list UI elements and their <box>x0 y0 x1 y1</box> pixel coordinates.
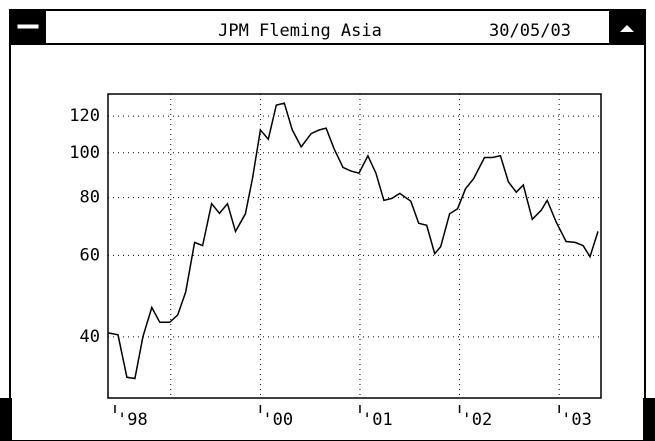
plot: 40 60 80 100 120 '98 '00 '01 '02 '03 <box>69 93 602 430</box>
x-tick-label: '00 <box>262 410 293 430</box>
data-line <box>107 102 599 380</box>
x-tick-label: '98 <box>117 410 148 430</box>
y-tick-label: 60 <box>80 245 100 265</box>
x-tick-label: '01 <box>362 410 393 430</box>
y-tick-label: 80 <box>80 188 100 208</box>
plot-frame <box>107 93 602 399</box>
right-edge <box>643 398 655 441</box>
window-date: 30/05/03 <box>489 21 571 41</box>
y-tick-label: 100 <box>69 143 100 163</box>
left-edge <box>0 398 12 441</box>
y-tick-label: 120 <box>69 106 100 126</box>
close-icon <box>16 23 40 30</box>
window-frame <box>9 9 646 441</box>
window-title: JPM Fleming Asia <box>218 21 382 41</box>
y-tick-label: 40 <box>80 327 100 347</box>
x-tick-label: '03 <box>561 410 592 430</box>
x-tick-label: '02 <box>462 410 493 430</box>
maximize-icon <box>620 25 634 32</box>
